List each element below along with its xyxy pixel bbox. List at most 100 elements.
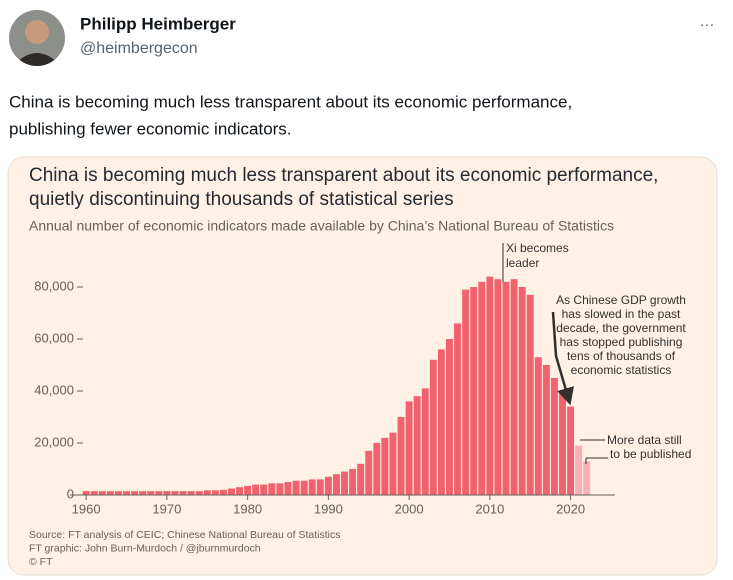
bar (575, 445, 583, 495)
bar (373, 443, 381, 495)
bar (195, 491, 203, 495)
x-tick-label: 1970 (152, 501, 181, 516)
source-note: Source: FT analysis of CEIC; Chinese Nat… (29, 529, 340, 541)
bar (462, 289, 470, 495)
bar (437, 349, 445, 495)
annotation: tens of thousands of (567, 349, 676, 363)
bar (421, 388, 429, 495)
bar (106, 491, 114, 495)
bar (567, 406, 575, 495)
chart-subtitle: Annual number of economic indicators mad… (29, 218, 614, 234)
annotation: to be published (610, 447, 691, 461)
annotation: decade, the government (556, 321, 686, 335)
x-tick-label: 2000 (395, 501, 424, 516)
bar (98, 491, 106, 495)
bar (252, 484, 260, 495)
bar (82, 491, 90, 495)
bar (583, 461, 591, 495)
bar (131, 491, 139, 495)
y-tick-label: 80,000 (34, 278, 74, 293)
bar (236, 487, 244, 495)
bar (381, 437, 389, 495)
x-tick-label: 2010 (475, 501, 504, 516)
tweet-text: China is becoming much less transparent … (9, 92, 572, 111)
bar (244, 485, 252, 495)
bar (470, 287, 478, 495)
bar (429, 359, 437, 495)
bar (389, 432, 397, 495)
bar (550, 378, 558, 495)
annotation: has stopped publishing (560, 335, 683, 349)
bar (284, 482, 292, 495)
bar (155, 491, 163, 495)
bar (559, 391, 566, 495)
annotation: economic statistics (571, 363, 672, 377)
source-note: FT graphic: John Burn-Murdoch / @jburnmu… (29, 542, 261, 554)
user-name[interactable]: Philipp Heimberger (80, 14, 236, 33)
bar (114, 491, 122, 495)
annotation: More data still (607, 433, 682, 447)
bar (478, 281, 486, 495)
x-tick-label: 1960 (72, 501, 101, 516)
bar (446, 339, 453, 495)
bar (187, 491, 195, 495)
bar (292, 480, 300, 495)
bar (228, 488, 235, 495)
bar (163, 491, 171, 495)
source-note: © FT (29, 556, 53, 568)
bar (90, 491, 98, 495)
user-handle[interactable]: @heimbergecon (80, 40, 198, 57)
bar (203, 490, 211, 495)
more-menu[interactable]: ··· (700, 16, 715, 33)
x-tick-label: 2020 (556, 501, 585, 516)
bar (341, 471, 348, 495)
annotation: As Chinese GDP growth (556, 293, 686, 307)
bar (171, 491, 179, 495)
bar (413, 396, 421, 495)
bar (211, 490, 219, 495)
bar (542, 365, 550, 495)
plot: 0 20,000 40,000 60,000 80,000 1960 1970 1980 199… (29, 241, 691, 568)
tweet-text: publishing fewer economic indicators. (9, 119, 292, 138)
bar (268, 483, 276, 495)
bar (123, 491, 130, 495)
bar (308, 479, 316, 495)
y-tick-label: 60,000 (34, 330, 74, 345)
bar (510, 279, 518, 495)
bar (332, 474, 340, 495)
bar (139, 491, 147, 495)
annotation-arrow (551, 311, 574, 406)
bar (179, 491, 187, 495)
chart-title: China is becoming much less transparent … (29, 165, 658, 186)
annotation: Xi becomes (506, 241, 569, 255)
bar (494, 279, 502, 495)
annotation: leader (506, 256, 539, 270)
bar (219, 489, 227, 495)
x-tick-label: 1990 (314, 501, 343, 516)
y-tick-label: 20,000 (34, 434, 74, 449)
bar (316, 479, 324, 495)
bar (324, 476, 332, 495)
bar (365, 450, 373, 495)
bar (454, 323, 462, 495)
x-tick-label: 1980 (233, 501, 262, 516)
y-tick-label: 0 (67, 486, 74, 501)
bar (405, 401, 413, 495)
bar (300, 480, 308, 495)
annotation: has slowed in the past (562, 307, 681, 321)
bar (147, 491, 155, 495)
bar (518, 287, 526, 495)
bar (534, 357, 542, 495)
bar (397, 417, 405, 495)
bar (526, 294, 534, 495)
bar (276, 483, 284, 495)
y-tick-label: 40,000 (34, 382, 74, 397)
bar (349, 469, 357, 495)
bar (357, 463, 365, 495)
bar (502, 281, 510, 495)
chart-title: quietly discontinuing thousands of stati… (29, 189, 454, 210)
avatar[interactable] (9, 10, 65, 66)
bar (260, 484, 268, 495)
bar (486, 276, 494, 495)
